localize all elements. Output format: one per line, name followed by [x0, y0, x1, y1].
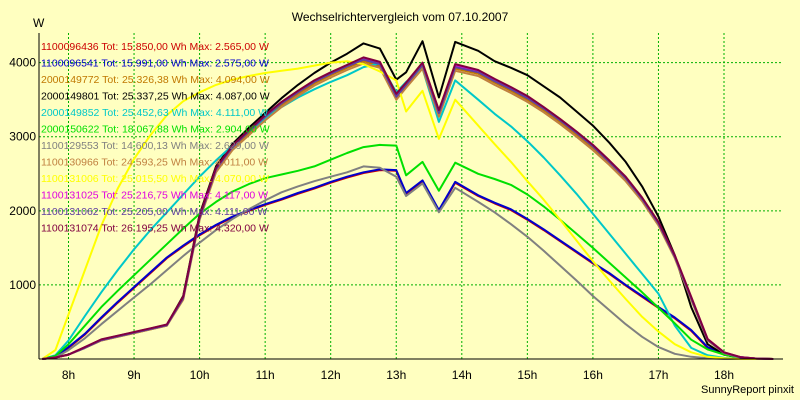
series-line-2	[42, 168, 774, 360]
x-tick-label: 8h	[62, 368, 75, 382]
legend-entry-5: 2000149852 Tot: 25.452,63 Wh Max: 4.111,…	[41, 107, 268, 119]
y-axis-unit-label: W	[33, 16, 45, 30]
series-line-12	[42, 56, 774, 360]
x-tick-label: 12h	[321, 368, 341, 382]
x-tick-label: 9h	[127, 368, 140, 382]
legend-entry-10: 1100131025 Tot: 25.216,75 Wh Max: 4.117,…	[41, 190, 268, 202]
x-tick-label: 15h	[517, 368, 537, 382]
series-line-9	[41, 60, 774, 360]
chart-title: Wechselrichtervergleich vom 07.10.2007	[291, 10, 509, 24]
y-tick-label: 3000	[9, 130, 36, 144]
legend-entry-8: 1100130966 Tot: 24.593,25 Wh Max: 4.011,…	[41, 157, 268, 169]
legend-entry-4: 2000149801 Tot: 25.337,25 Wh Max: 4.087,…	[41, 91, 270, 103]
legend-entry-1: 1100096436 Tot: 15.850,00 Wh Max: 2.565,…	[41, 41, 269, 53]
legend-entry-2: 1100096541 Tot: 15.991,00 Wh Max: 2.575,…	[41, 58, 269, 70]
y-tick-label: 2000	[9, 204, 36, 218]
legend-entry-12: 1100131074 Tot: 26.195,25 Wh Max: 4.320,…	[41, 223, 269, 235]
chart-series-group	[41, 40, 774, 360]
chart-legend: 1100096436 Tot: 15.850,00 Wh Max: 2.565,…	[41, 41, 270, 235]
x-tick-label: 14h	[452, 368, 472, 382]
legend-entry-7: 1100129553 Tot: 14.600,13 Wh Max: 2.629,…	[41, 140, 269, 152]
y-tick-label: 4000	[9, 56, 36, 70]
legend-entry-6: 2000150622 Tot: 18.067,88 Wh Max: 2.904,…	[41, 124, 270, 136]
x-tick-label: 13h	[386, 368, 406, 382]
legend-entry-3: 2000149772 Tot: 25.326,38 Wh Max: 4.094,…	[41, 74, 270, 86]
series-line-7	[42, 165, 774, 360]
legend-entry-11: 1100131062 Tot: 25.205,00 Wh Max: 4.111,…	[41, 206, 267, 218]
x-tick-label: 10h	[190, 368, 210, 382]
x-tick-label: 17h	[648, 368, 668, 382]
series-line-6	[42, 143, 774, 360]
x-tick-label: 18h	[714, 368, 734, 382]
chart-axes: 1000 2000 3000 4000 8h 9h 10h 11h 12h 13h 14h 15h 16…	[9, 33, 783, 382]
x-tick-label: 11h	[256, 368, 275, 382]
y-tick-label: 1000	[9, 278, 36, 292]
footer-credit: SunnyReport pinxit	[701, 384, 794, 396]
x-tick-label: 16h	[583, 368, 603, 382]
legend-entry-9: 1100131006 Tot: 25.015,50 Wh Max: 4.070,…	[41, 173, 269, 185]
chart-grid	[39, 33, 783, 359]
